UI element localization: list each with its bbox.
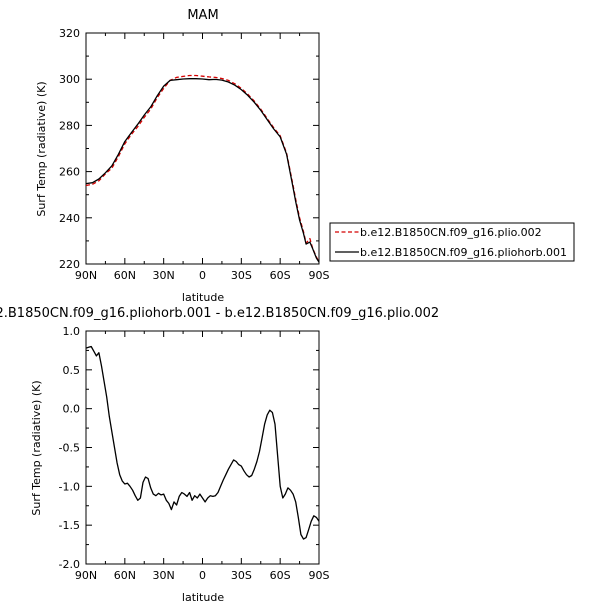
- bottom-x-tick-label: 60S: [270, 569, 291, 582]
- top-y-tick-label: 220: [59, 258, 80, 271]
- top-y-tick-label: 260: [59, 166, 80, 179]
- legend-label-pliohorb: b.e12.B1850CN.f09_g16.pliohorb.001: [360, 246, 567, 259]
- bottom-x-tick-label: 60N: [114, 569, 136, 582]
- bottom-y-tick-label: 0.0: [63, 403, 81, 416]
- top-x-tick-label: 90N: [75, 269, 97, 282]
- top-x-tick-label: 30N: [153, 269, 175, 282]
- top-y-tick-label: 320: [59, 27, 80, 40]
- top-x-axis-label: latitude: [182, 291, 224, 304]
- bottom-x-tick-label: 0: [199, 569, 206, 582]
- top-series-line-1: [85, 78, 320, 263]
- bottom-y-tick-label: 1.0: [63, 325, 81, 338]
- top-plot-area: [85, 74, 320, 263]
- legend-box: [329, 222, 575, 262]
- bottom-y-tick-label: -1.5: [59, 519, 80, 532]
- bottom-panel: b.e12.B1850CN.f09_g16.pliohorb.001 - b.e…: [0, 306, 439, 604]
- bottom-x-tick-label: 90S: [309, 569, 330, 582]
- top-series-line-0: [85, 74, 320, 263]
- legend: b.e12.B1850CN.f09_g16.plio.002 b.e12.B18…: [329, 222, 575, 262]
- top-x-tick-label: 30S: [231, 269, 252, 282]
- top-y-tick-label: 300: [59, 73, 80, 86]
- top-y-tick-label: 240: [59, 212, 80, 225]
- top-x-axis: 90N 60N 30N 0 30S 60S 90S: [75, 33, 330, 282]
- bottom-series-line-0: [85, 345, 320, 540]
- top-x-tick-label: 0: [199, 269, 206, 282]
- bottom-y-axis: -2.0 -1.5 -1.0 -0.5 0.0 0.5 1.0: [59, 325, 319, 571]
- bottom-plot-area: [85, 345, 320, 540]
- bottom-y-tick-label: 0.5: [63, 364, 81, 377]
- legend-label-plio: b.e12.B1850CN.f09_g16.plio.002: [360, 226, 542, 239]
- bottom-x-axis: 90N 60N 30N 0 30S 60S 90S: [75, 331, 330, 582]
- bottom-x-tick-label: 30N: [153, 569, 175, 582]
- top-x-tick-label: 60S: [270, 269, 291, 282]
- top-x-tick-label: 60N: [114, 269, 136, 282]
- bottom-plot-frame: [85, 330, 320, 565]
- bottom-y-axis-label: Surf Temp (radiative) (K): [30, 380, 43, 515]
- bottom-y-tick-label: -0.5: [59, 442, 80, 455]
- top-y-axis: 220 240 260 280 300 320: [59, 27, 319, 271]
- top-x-tick-label: 90S: [309, 269, 330, 282]
- top-chart-title: MAM: [187, 8, 218, 23]
- bottom-y-tick-label: -2.0: [59, 558, 80, 571]
- bottom-y-tick-label: -1.0: [59, 480, 80, 493]
- bottom-x-axis-label: latitude: [182, 591, 224, 604]
- top-y-tick-label: 280: [59, 119, 80, 132]
- bottom-chart-title: b.e12.B1850CN.f09_g16.pliohorb.001 - b.e…: [0, 306, 439, 321]
- bottom-x-tick-label: 30S: [231, 569, 252, 582]
- top-y-axis-label: Surf Temp (radiative) (K): [35, 81, 48, 216]
- bottom-x-tick-label: 90N: [75, 569, 97, 582]
